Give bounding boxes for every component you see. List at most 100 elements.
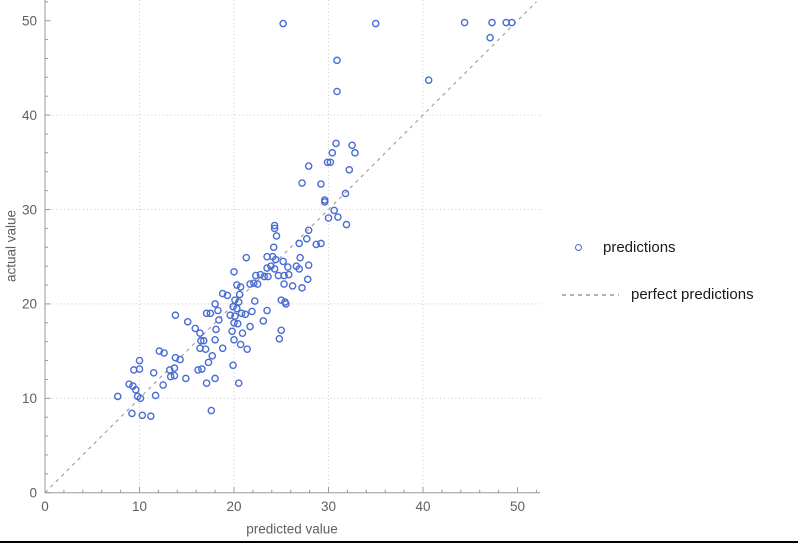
data-point [214,306,222,315]
data-point [171,353,180,362]
data-point [241,310,250,319]
x-tick-label: 50 [510,499,525,514]
data-point [259,317,268,325]
data-point [204,358,213,367]
data-point [211,300,219,308]
data-point [295,239,304,248]
data-point [243,345,252,354]
data-point [235,290,244,299]
y-tick-label: 30 [22,202,37,217]
data-point [218,289,227,298]
data-point [275,335,284,343]
legend: predictions perfect predictions [556,228,786,320]
data-point [183,318,192,326]
x-tick-label: 40 [415,499,430,514]
data-point [229,361,237,370]
x-tick-label: 30 [321,499,336,514]
legend-label-predictions: predictions [603,239,676,256]
data-point [237,309,246,318]
data-point [246,322,254,331]
data-point [288,282,297,290]
data-point [218,344,227,353]
data-point [211,374,219,383]
data-point [170,364,179,372]
data-point [196,329,204,337]
data-point [486,33,494,42]
data-point [280,271,288,280]
data-point [317,239,325,248]
data-point [271,255,280,264]
data-point [236,340,245,349]
data-point [284,263,292,271]
data-point [332,139,340,148]
data-point [191,324,200,333]
data-point [298,179,306,187]
perfect-predictions-line [44,1,537,494]
data-point [201,345,210,354]
data-point [234,379,243,387]
x-tick-label: 20 [226,499,241,514]
data-point [282,300,290,308]
data-point [176,355,184,364]
data-point [341,189,350,198]
data-point [312,240,321,249]
data-point [424,76,433,84]
data-point [208,352,217,360]
data-point [270,221,279,230]
data-point [151,391,160,400]
data-point [460,18,469,27]
data-point [147,412,155,421]
data-point [233,281,241,289]
data-point [194,366,202,374]
data-point [371,19,380,28]
x-tick-label: 0 [41,499,49,514]
data-point [197,336,205,345]
data-point [234,298,243,306]
data-point [206,309,215,318]
data-point [230,335,238,344]
data-point [351,149,359,157]
data-point [508,18,516,27]
data-point [279,257,287,266]
data-point [166,372,175,381]
data-point [277,296,286,304]
data-point [202,309,211,318]
data-point [238,329,247,337]
data-point [328,149,337,157]
data-point [250,297,259,305]
data-point [135,356,144,365]
data-point [295,265,304,273]
data-point [226,311,235,320]
data-point [223,291,232,300]
data-point [211,335,219,344]
y-tick-label: 10 [22,391,37,406]
data-point [334,213,342,221]
x-tick-label: 10 [132,499,147,514]
legend-label-perfect-predictions: perfect predictions [631,286,754,303]
y-tick-label: 20 [22,297,37,312]
predictions-marker-icon [575,244,582,251]
data-point [131,386,140,394]
data-point [233,319,242,328]
data-point [159,381,167,389]
perfect-predictions-line-icon [562,293,619,296]
data-point [113,392,122,401]
data-point [155,347,164,355]
data-point [263,264,271,272]
data-point [269,243,278,252]
data-point [303,275,312,284]
data-point [236,283,245,291]
data-point [342,220,351,229]
data-point [253,280,262,288]
data-point [324,214,333,222]
x-axis-title: predicted value [246,521,338,537]
data-point [199,336,208,345]
data-point [248,307,256,316]
data-point [149,369,158,377]
y-axis-title: actual value [3,209,19,283]
legend-item-predictions: predictions [575,239,676,256]
data-point [138,411,147,420]
data-point [260,272,269,281]
data-point [280,280,288,288]
data-point [333,56,341,65]
